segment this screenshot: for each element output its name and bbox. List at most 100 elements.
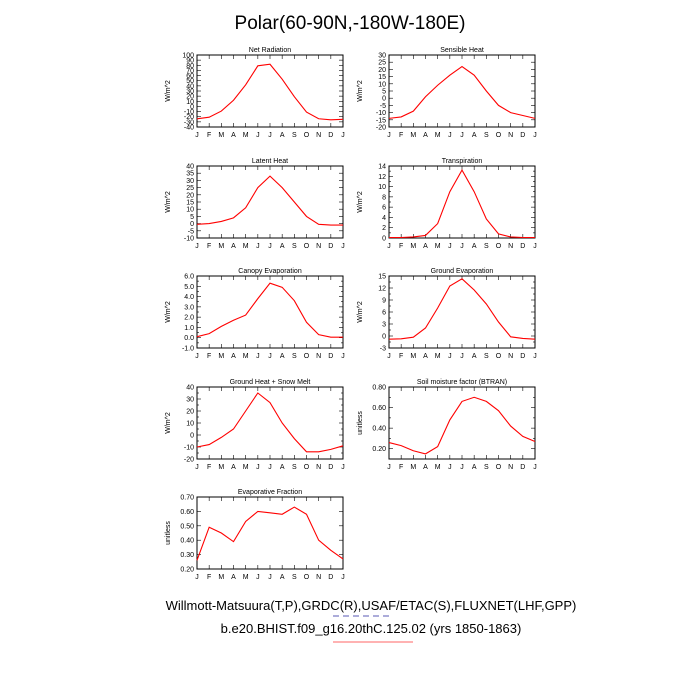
y-tick-label: 0 [190, 433, 194, 440]
x-tick-label: F [207, 353, 211, 360]
y-tick-label: 30 [186, 397, 194, 404]
x-tick-label: D [520, 132, 525, 139]
x-tick-label: J [341, 243, 345, 250]
y-tick-label: -10 [184, 445, 194, 452]
panel-title: Ground Evaporation [431, 268, 494, 275]
x-tick-label: F [399, 353, 403, 360]
x-tick-label: N [508, 243, 513, 250]
y-axis-label: W/m^2 [165, 301, 172, 323]
x-tick-label: F [207, 574, 211, 581]
series-line [388, 65, 536, 119]
x-tick-label: J [460, 464, 464, 471]
x-tick-label: A [231, 243, 236, 250]
x-tick-label: O [304, 574, 310, 581]
x-tick-label: S [484, 353, 489, 360]
x-tick-label: J [533, 243, 537, 250]
y-tick-label: 20 [186, 94, 194, 101]
x-tick-label: A [423, 353, 428, 360]
y-tick-label: 0.40 [372, 426, 386, 433]
footer-case-name: b.e20.BHIST.f09_g16.20thC.125.02 (yrs 18… [221, 621, 522, 636]
x-tick-label: J [268, 464, 272, 471]
panel-evaporative-fraction: Evaporative Fraction unitless 0.20 0.30 0.40… [165, 489, 345, 581]
y-tick-label: 80 [186, 63, 194, 70]
x-tick-label: N [508, 464, 513, 471]
x-tick-label: S [484, 243, 489, 250]
y-tick-label: 12 [378, 174, 386, 181]
series-line [196, 282, 343, 338]
y-tick-label: 3 [382, 322, 386, 329]
x-tick-label: M [218, 574, 224, 581]
y-tick-label: -5 [380, 103, 386, 110]
y-tick-label: 0.40 [180, 538, 194, 545]
panel-ground-heat-snow-melt: Ground Heat + Snow Melt W/m^2 -20 -10 0 10 20 3… [165, 379, 345, 471]
y-tick-label: 20 [186, 409, 194, 416]
plot-frame [388, 165, 536, 239]
panel-soil-moisture-factor-btran: Soil moisture factor (BTRAN) unitless 0.20… [357, 379, 537, 471]
x-tick-label: J [256, 574, 260, 581]
y-tick-label: 9 [382, 298, 386, 305]
plot-frame [196, 275, 344, 349]
y-tick-label: -10 [184, 236, 194, 243]
y-tick-label: 2.0 [184, 315, 194, 322]
x-tick-label: M [410, 243, 416, 250]
y-tick-label: 10 [186, 99, 194, 106]
x-tick-label: M [243, 353, 249, 360]
y-axis-label: W/m^2 [357, 191, 364, 213]
x-tick-label: J [195, 574, 199, 581]
y-tick-label: 4.0 [184, 294, 194, 301]
x-tick-label: F [207, 243, 211, 250]
x-tick-label: F [207, 464, 211, 471]
x-tick-label: N [508, 132, 513, 139]
y-tick-label: 35 [186, 171, 194, 178]
x-tick-label: M [243, 132, 249, 139]
y-tick-label: 70 [186, 68, 194, 75]
panel-title: Canopy Evaporation [238, 268, 302, 275]
x-tick-label: N [316, 464, 321, 471]
y-tick-label: 10 [378, 184, 386, 191]
x-tick-label: J [341, 353, 345, 360]
y-tick-label: 10 [186, 421, 194, 428]
y-tick-label: -20 [184, 457, 194, 464]
x-tick-label: A [280, 574, 285, 581]
y-axis-label: W/m^2 [165, 191, 172, 213]
panel-net-radiation: Net Radiation W/m^2 -40-30-20-100102030405… [165, 47, 345, 139]
x-tick-label: M [410, 132, 416, 139]
y-axis-label: unitless [165, 521, 172, 545]
x-tick-label: D [328, 574, 333, 581]
y-tick-label: 30 [378, 53, 386, 60]
x-tick-label: S [292, 353, 297, 360]
x-tick-label: J [268, 243, 272, 250]
plot-frame [196, 496, 344, 570]
y-axis-label: W/m^2 [357, 301, 364, 323]
plot-frame [388, 54, 536, 128]
x-tick-label: J [387, 243, 391, 250]
y-tick-label: 0.60 [372, 405, 386, 412]
x-tick-label: A [280, 353, 285, 360]
y-axis-label: W/m^2 [165, 412, 172, 434]
x-tick-label: A [472, 353, 477, 360]
y-axis-label: W/m^2 [165, 80, 172, 102]
y-tick-label: 8 [382, 194, 386, 201]
y-tick-label: 20 [378, 67, 386, 74]
x-tick-label: A [280, 464, 285, 471]
panels-group: Net RadiationW/m^2-40-30-20-100102030405… [165, 47, 537, 581]
x-tick-label: J [460, 132, 464, 139]
y-tick-label: 50 [186, 78, 194, 85]
x-tick-label: A [280, 243, 285, 250]
x-tick-label: J [387, 464, 391, 471]
y-tick-label: 0 [382, 236, 386, 243]
x-tick-label: J [448, 353, 452, 360]
x-tick-label: S [484, 464, 489, 471]
x-tick-label: D [520, 243, 525, 250]
y-tick-label: 0.0 [184, 335, 194, 342]
x-tick-label: M [435, 464, 441, 471]
y-tick-label: 0.50 [180, 523, 194, 530]
x-tick-label: O [304, 464, 310, 471]
x-tick-label: J [256, 132, 260, 139]
x-tick-label: O [304, 353, 310, 360]
y-tick-label: 90 [186, 58, 194, 65]
y-tick-label: 25 [186, 185, 194, 192]
x-tick-label: D [520, 353, 525, 360]
y-tick-label: 5.0 [184, 284, 194, 291]
x-tick-label: J [448, 464, 452, 471]
